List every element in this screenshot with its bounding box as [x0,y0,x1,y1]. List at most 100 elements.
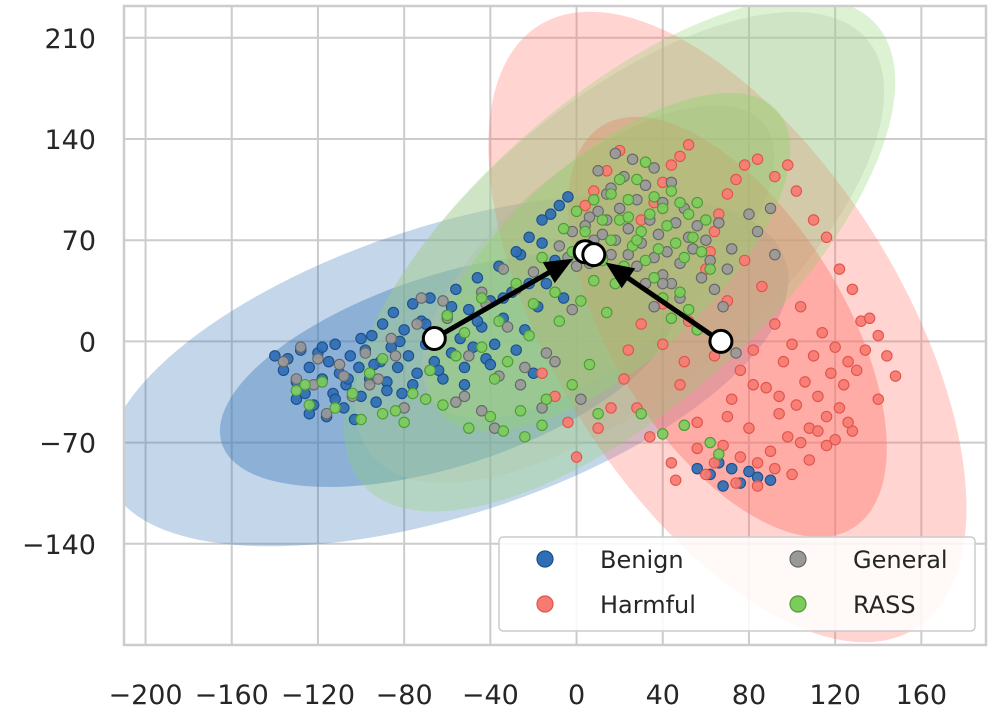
point-benign [353,361,365,374]
point-harmful [769,170,781,183]
x-axis-tick-labels: −200 −160 −120 −80 −40 0 40 80 120 160 [108,680,947,711]
point-rass [493,315,505,327]
point-rass [652,243,665,255]
point-harmful [562,416,574,429]
point-benign [396,387,408,400]
point-rass [592,407,604,420]
point-general [549,355,561,368]
point-general [338,370,350,382]
point-benign [407,298,419,310]
point-harmful [760,381,772,394]
point-harmful [669,474,682,486]
point-rass [463,422,475,434]
point-rass [665,185,678,197]
point-general [553,240,566,252]
point-harmful [751,153,764,165]
point-benign [450,283,462,296]
point-rass [596,214,609,226]
point-rass [514,405,527,417]
point-rass [376,353,389,365]
point-harmful [721,410,734,423]
point-general [613,202,626,215]
point-benign [387,306,400,319]
point-harmful [756,280,768,293]
point-general [713,217,725,229]
point-benign [411,367,423,379]
point-general [626,153,639,165]
point-rass [648,191,660,203]
point-benign [510,246,522,258]
point-general [721,263,734,275]
harmful-centroid-marker [708,328,734,354]
x-tick-label: 0 [568,680,585,711]
point-general [475,405,488,417]
point-harmful [622,344,635,356]
point-harmful [859,344,872,356]
point-rass [674,286,686,298]
point-rass [635,407,647,420]
point-benign [536,214,548,226]
point-general [411,318,423,330]
point-harmful [833,263,846,275]
point-rass [570,205,583,218]
point-rass [363,367,376,379]
ellipse-benign-inner [219,253,675,487]
point-harmful [794,300,807,313]
point-rass [588,193,600,206]
point-harmful [618,373,630,385]
point-general [751,225,764,238]
point-harmful [665,159,678,171]
point-rass [419,393,432,405]
point-rass [441,309,453,322]
point-rass [605,234,617,246]
point-harmful [842,355,854,368]
point-general [566,303,578,316]
y-tick-label: 210 [44,24,96,55]
point-general [596,228,609,241]
point-rass [631,234,643,246]
point-harmful [751,457,764,469]
point-harmful [807,214,820,226]
point-benign [523,231,535,244]
point-general [312,353,324,365]
point-rass [704,263,716,275]
point-rass [575,295,587,307]
point-rass [437,399,449,411]
x-tick-label: −120 [281,680,355,711]
legend-label-benign: Benign [600,546,684,574]
point-harmful [747,344,760,356]
point-harmful [730,477,742,489]
arrow-head-2 [605,262,636,289]
y-tick-label: −70 [39,429,96,460]
point-benign [471,272,484,284]
point-general [622,222,635,235]
point-harmful [665,457,678,469]
legend-label-harmful: Harmful [600,591,696,619]
point-harmful [863,312,876,325]
point-benign [488,338,501,351]
point-general [730,347,742,359]
point-harmful [674,379,686,391]
legend-label-rass: RASS [853,591,916,619]
point-harmful [820,231,833,244]
point-rass [644,208,656,220]
point-benign [691,462,703,475]
point-rass [713,448,725,460]
point-rass [678,419,691,432]
point-benign [510,344,522,356]
point-general [691,219,703,232]
legend-marker-harmful [536,595,554,613]
point-rass [527,298,540,310]
point-harmful [781,431,794,443]
y-tick-label: 0 [79,327,96,358]
point-harmful [700,468,712,481]
point-rass [682,208,695,220]
point-rass [475,292,488,304]
point-rass [682,303,695,316]
point-harmful [738,159,751,171]
point-benign [316,341,329,353]
point-harmful [730,173,742,186]
point-harmful [777,355,790,368]
point-rass [497,425,510,437]
